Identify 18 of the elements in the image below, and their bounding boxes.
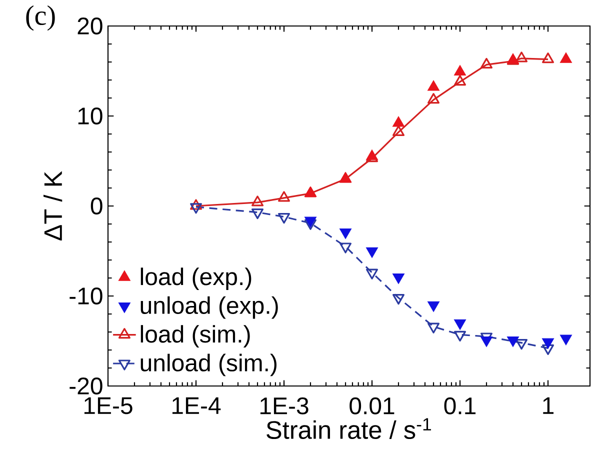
x-tick-label: 1E-5 (84, 397, 132, 414)
x-axis-title: Strain rate / s$^{-1}$ (266, 418, 431, 440)
y-tick-label: -10 (70, 287, 102, 304)
x-tick-label: 0.01 (350, 397, 394, 414)
y-axis-title: ΔT / K (44, 171, 62, 240)
chart-title: (c) (26, 5, 55, 31)
y-tick-label: 20 (78, 18, 102, 34)
x-tick-label: 0.1 (444, 397, 476, 414)
legend-label: load (sim.) (140, 325, 250, 348)
x-tick-label: 1 (543, 397, 554, 414)
legend-label: unload (exp.) (140, 296, 278, 319)
y-tick-label: 10 (78, 108, 102, 124)
legend-label: unload (sim.) (140, 354, 276, 376)
x-tick-label: 1E-3 (260, 397, 308, 414)
y-tick-label: 0 (90, 197, 102, 214)
x-tick-label: 1E-4 (172, 397, 221, 414)
y-tick-label: -20 (70, 377, 102, 394)
legend-label: load (exp.) (140, 268, 252, 290)
